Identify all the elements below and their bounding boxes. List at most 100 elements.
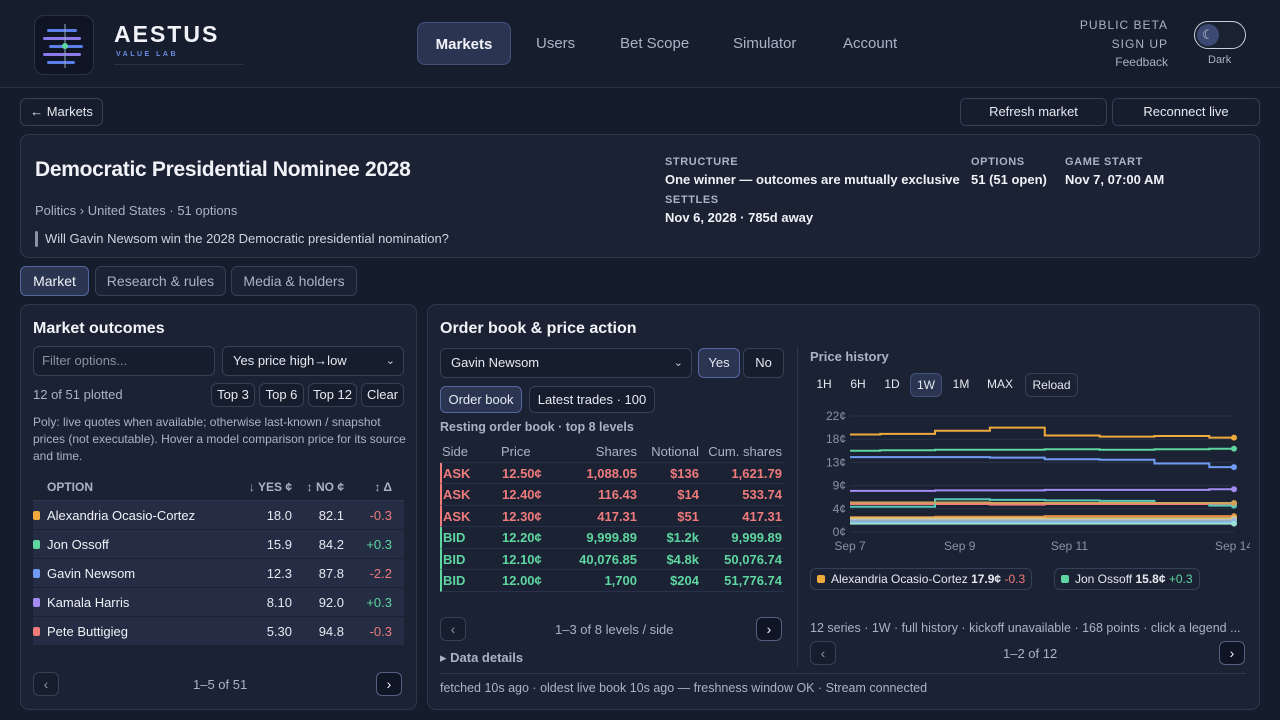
orderbook-row[interactable]: ASK 12.50¢ 1,088.05 $136 1,621.79	[440, 462, 784, 484]
nav-account[interactable]: Account	[843, 35, 898, 52]
history-next-button[interactable]: ›	[1219, 641, 1245, 665]
filter-options-input[interactable]: Filter options...	[33, 346, 215, 376]
x-tick-label: Sep 11	[1051, 539, 1088, 553]
yes-toggle[interactable]: Yes	[698, 348, 740, 378]
table-row[interactable]: Alexandria Ocasio-Cortez 18.0 82.1 -0.3	[33, 501, 404, 530]
feedback-link[interactable]: Feedback	[1115, 55, 1168, 69]
yes-price: 15.9	[266, 537, 292, 552]
price: 12.30¢	[502, 508, 542, 524]
side: BID	[443, 573, 466, 588]
table-row[interactable]: Jon Ossoff 15.9 84.2 +0.3	[33, 530, 404, 559]
range-1m[interactable]: 1M	[952, 377, 970, 391]
back-to-markets-button[interactable]: ← Markets	[20, 98, 103, 126]
side: ASK	[443, 465, 471, 481]
nav-users[interactable]: Users	[536, 35, 576, 52]
y-tick-label: 4¢	[833, 502, 846, 516]
price: 12.20¢	[502, 530, 542, 545]
reload-button[interactable]: Reload	[1025, 373, 1078, 397]
x-tick-label: Sep 9	[944, 539, 976, 553]
legend-delta: -0.3	[1004, 572, 1026, 586]
orderbook-row[interactable]: BID 12.10¢ 40,076.85 $4.8k 50,076.74	[440, 548, 784, 570]
top-6-button[interactable]: Top 6	[259, 383, 304, 407]
range-max[interactable]: MAX	[986, 377, 1013, 391]
col-no[interactable]: ↕ NO ¢	[306, 480, 344, 494]
side: BID	[443, 551, 466, 567]
clear-button[interactable]: Clear	[361, 383, 404, 407]
range-1w[interactable]: 1W	[910, 373, 942, 397]
outcome-select[interactable]: Gavin Newsom ⌄	[440, 348, 692, 378]
range-6h[interactable]: 6H	[850, 377, 866, 391]
nav-simulator[interactable]: Simulator	[733, 35, 797, 52]
history-footer: 12 series · 1W · full history · kickoff …	[810, 621, 1241, 635]
legend-item-aoc[interactable]: Alexandria Ocasio-Cortez 17.9¢ -0.3	[810, 568, 1033, 590]
price-source-note: Poly: live quotes when available; otherw…	[33, 415, 406, 463]
orderbook-title: Order book & price action	[440, 320, 637, 337]
legend-delta: +0.3	[1168, 572, 1193, 586]
outcomes-next-button[interactable]: ›	[376, 672, 402, 696]
price: 12.40¢	[502, 487, 542, 502]
refresh-market-button[interactable]: Refresh market	[960, 98, 1107, 126]
series-line	[850, 515, 1234, 519]
panel-divider	[797, 346, 798, 666]
orderbook-row[interactable]: ASK 12.30¢ 417.31 $51 417.31	[440, 505, 784, 527]
data-details-toggle[interactable]: ▸ Data details	[440, 650, 524, 665]
cum-shares: 9,999.89	[731, 530, 782, 545]
options-label: OPTIONS	[971, 156, 1025, 168]
tab-market[interactable]: Market	[20, 266, 89, 296]
top-header	[0, 0, 1280, 88]
col-yes[interactable]: ↓ YES ¢	[248, 480, 292, 494]
y-tick-label: 0¢	[833, 525, 846, 539]
history-prev-button[interactable]: ‹	[810, 641, 836, 665]
orderbook-header: Side Price Shares Notional Cum. shares	[440, 441, 784, 463]
market-title: Democratic Presidential Nominee 2028	[35, 158, 411, 181]
option-name: Jon Ossoff	[47, 537, 109, 552]
price-history-chart[interactable]: 22¢ 18¢ 13¢ 9¢ 4¢ 0¢Sep 7 Sep 9 Sep 11 Sep 14	[810, 406, 1250, 554]
series-line	[850, 503, 1234, 506]
no-price: 82.1	[318, 508, 344, 523]
outcomes-title: Market outcomes	[33, 320, 165, 337]
orderbook-row[interactable]: BID 12.00¢ 1,700 $204 51,776.74	[440, 570, 784, 592]
y-tick-label: 9¢	[833, 479, 846, 493]
top-12-button[interactable]: Top 12	[308, 383, 357, 407]
nav-markets[interactable]: Markets	[417, 22, 511, 65]
col-delta[interactable]: ↕ Δ	[374, 480, 392, 494]
top-3-button[interactable]: Top 3	[211, 383, 255, 407]
legend-item-ossoff[interactable]: Jon Ossoff 15.8¢ +0.3	[1054, 568, 1200, 590]
order-book-tab[interactable]: Order book	[440, 386, 522, 413]
yes-price: 18.0	[266, 508, 292, 523]
col-shares: Shares	[595, 444, 637, 459]
orderbook-subtitle: Resting order book · top 8 levels	[440, 420, 634, 434]
outcomes-prev-button[interactable]: ‹	[33, 672, 59, 696]
sign-up-link[interactable]: SIGN UP	[1111, 37, 1168, 51]
brand-tagline: VALUE LAB	[116, 51, 179, 58]
col-price: Price	[501, 444, 531, 459]
yes-price: 12.3	[266, 566, 292, 581]
col-option[interactable]: OPTION	[47, 480, 94, 494]
notional: $14	[677, 487, 699, 502]
nav-bet-scope[interactable]: Bet Scope	[620, 35, 690, 52]
no-price: 92.0	[318, 595, 344, 610]
legend-price: 15.8¢	[1135, 572, 1166, 586]
latest-trades-tab[interactable]: Latest trades · 100	[529, 386, 655, 413]
cum-shares: 533.74	[742, 487, 782, 502]
orderbook-next-button[interactable]: ›	[756, 617, 782, 641]
range-1h[interactable]: 1H	[816, 377, 832, 391]
reconnect-live-button[interactable]: Reconnect live	[1112, 98, 1260, 126]
table-row[interactable]: Gavin Newsom 12.3 87.8 -2.2	[33, 559, 404, 588]
no-toggle[interactable]: No	[743, 348, 784, 378]
series-line	[850, 426, 1234, 439]
breadcrumb[interactable]: Politics › United States · 51 options	[35, 203, 238, 218]
brand-logo[interactable]	[34, 15, 94, 75]
range-1d[interactable]: 1D	[884, 377, 900, 391]
sort-select[interactable]: Yes price high→low ⌄	[222, 346, 404, 376]
theme-toggle[interactable]: ☾	[1194, 21, 1246, 49]
tab-research-rules[interactable]: Research & rules	[95, 266, 226, 296]
table-row[interactable]: Pete Buttigieg 5.30 94.8 -0.3	[33, 617, 404, 646]
orderbook-prev-button[interactable]: ‹	[440, 617, 466, 641]
orderbook-row[interactable]: BID 12.20¢ 9,999.89 $1.2k 9,999.89	[440, 527, 784, 549]
table-row[interactable]: Kamala Harris 8.10 92.0 +0.3	[33, 588, 404, 617]
tab-media-holders[interactable]: Media & holders	[231, 266, 357, 296]
orderbook-row[interactable]: ASK 12.40¢ 116.43 $14 533.74	[440, 484, 784, 506]
footer-divider	[440, 673, 1246, 674]
yes-price: 5.30	[266, 624, 292, 639]
